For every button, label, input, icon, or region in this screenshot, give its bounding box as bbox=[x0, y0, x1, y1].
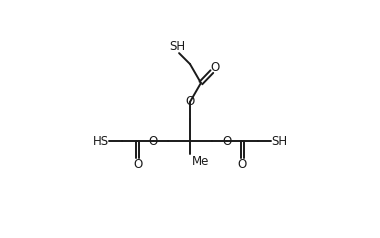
Text: O: O bbox=[223, 135, 232, 148]
Text: Me: Me bbox=[192, 155, 209, 168]
Text: O: O bbox=[210, 61, 220, 74]
Text: HS: HS bbox=[93, 135, 109, 148]
Text: O: O bbox=[238, 158, 247, 171]
Text: O: O bbox=[133, 158, 142, 171]
Text: O: O bbox=[148, 135, 157, 148]
Text: SH: SH bbox=[169, 40, 185, 53]
Text: SH: SH bbox=[271, 135, 287, 148]
Text: O: O bbox=[185, 95, 195, 108]
